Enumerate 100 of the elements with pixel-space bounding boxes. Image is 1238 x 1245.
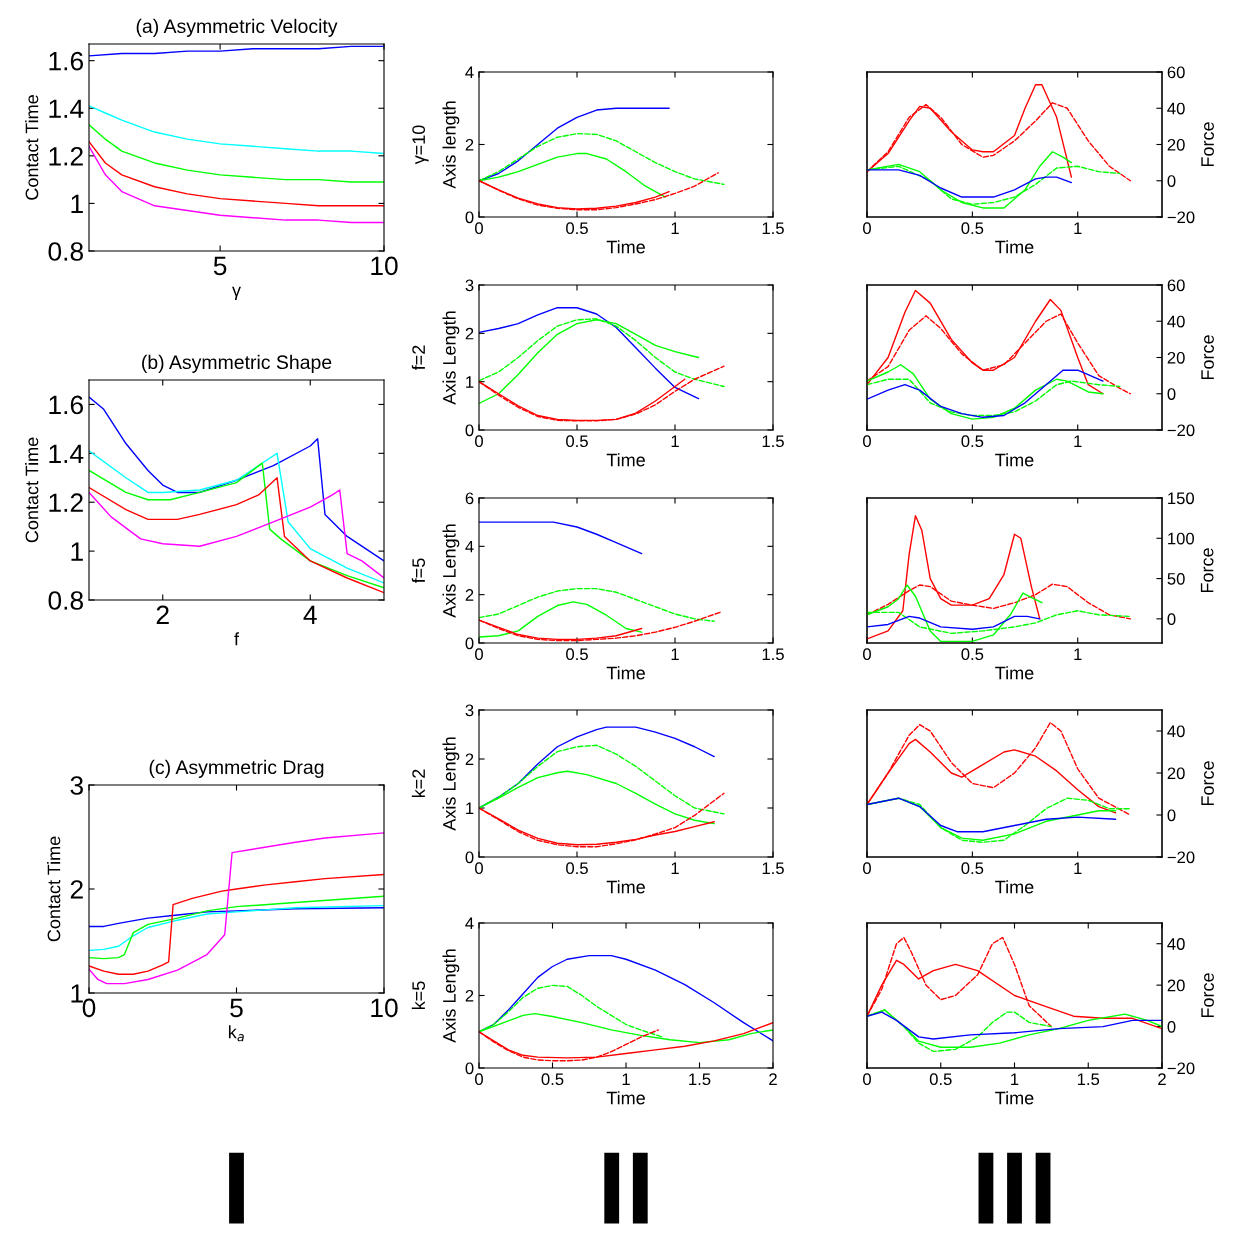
y2-tick-label: 150 <box>1168 492 1195 505</box>
y-tick-label: 4 <box>465 917 474 930</box>
chart-title: (a) Asymmetric Velocity <box>136 18 338 37</box>
y-tick-label: 2 <box>465 327 474 340</box>
y2-tick-label: 0 <box>1167 809 1176 822</box>
x-axis-title: Time <box>995 453 1034 467</box>
line-series <box>89 124 384 183</box>
y2-axis-title: Force <box>1201 122 1214 167</box>
text: III <box>978 1152 1051 1224</box>
x-tick-label: 2 <box>769 1073 777 1085</box>
y2-tick-label: −20 <box>1167 1062 1195 1075</box>
x-axis-title: Time <box>995 880 1034 894</box>
x-tick-label: 0.5 <box>961 435 984 448</box>
x-tick-label: 0 <box>863 862 871 875</box>
y-tick-label: 2 <box>465 989 474 1002</box>
y-tick-label: 4 <box>465 66 474 79</box>
x-tick-label: 10 <box>371 256 398 276</box>
x-tick-label: 1.5 <box>1077 1073 1100 1086</box>
y-axis-title: Axis Length <box>442 311 460 405</box>
x-tick-label: 1 <box>671 222 679 234</box>
x-tick-label: 1 <box>1011 1073 1019 1085</box>
line-series <box>89 904 384 952</box>
line-series <box>479 601 643 638</box>
y2-tick-label: 0 <box>1167 1020 1176 1033</box>
y-tick-label: 1.2 <box>49 146 83 166</box>
y-tick-label: 0 <box>465 1062 474 1075</box>
x-tick-label: 0.5 <box>566 648 588 661</box>
x-axis-title: f <box>234 632 240 646</box>
line-series <box>867 1011 1162 1040</box>
y-tick-label: 1 <box>71 194 83 213</box>
y-tick-label: 3 <box>70 776 83 795</box>
line-series <box>89 873 384 975</box>
x-tick-label: 1 <box>671 648 679 660</box>
y2-axis-title: Force <box>1201 761 1214 806</box>
x-axis-title: Time <box>606 666 645 680</box>
y-axis-title: Contact Time <box>47 836 61 942</box>
y-axis-title: Axis length <box>442 101 460 189</box>
y-tick-label: 1 <box>71 984 83 1003</box>
line-series <box>479 307 700 400</box>
line-series <box>89 477 384 594</box>
y2-tick-label: −20 <box>1167 424 1195 437</box>
y-tick-label: 2 <box>465 589 474 601</box>
y-tick-label: 1.6 <box>49 51 83 71</box>
y-tick-label: 0 <box>465 424 474 437</box>
x-tick-label: 1.5 <box>762 222 784 235</box>
x-tick-label: 0 <box>475 648 483 661</box>
x-axis-title: γ <box>232 286 241 301</box>
y2-tick-label: 40 <box>1167 938 1185 950</box>
x-tick-label: 5 <box>230 998 243 1018</box>
x-tick-label: 0.5 <box>566 222 588 235</box>
x-tick-label: 1 <box>671 862 679 874</box>
x-tick-label: 0 <box>475 1073 483 1086</box>
x-tick-label: 0.5 <box>541 1073 564 1086</box>
y-tick-label: 3 <box>465 704 474 717</box>
y-tick-label: 1.2 <box>49 493 83 512</box>
x-tick-label: 1 <box>1074 435 1082 447</box>
x-tick-label: 1 <box>1074 222 1082 234</box>
text: k=2 <box>411 769 425 798</box>
line-series <box>89 145 384 224</box>
x-axis-title: Time <box>606 453 645 467</box>
y2-tick-label: 40 <box>1167 315 1185 328</box>
line-series <box>479 521 643 555</box>
y-tick-label: 1.4 <box>49 444 84 463</box>
chart-title: (c) Asymmetric Drag <box>149 759 324 778</box>
line-series <box>89 489 384 579</box>
y2-tick-label: −20 <box>1167 211 1195 224</box>
y2-axis-title: Force <box>1200 548 1214 593</box>
x-tick-label: 0 <box>863 1073 871 1086</box>
y-axis-title: Axis Length <box>442 737 460 831</box>
text: f=5 <box>411 558 426 584</box>
y2-tick-label: 50 <box>1167 572 1185 585</box>
y2-axis-title: Force <box>1201 335 1214 380</box>
y-tick-label: 1 <box>71 542 83 561</box>
y-tick-label: 6 <box>465 492 474 505</box>
line-series <box>479 587 715 622</box>
text: I <box>229 1152 244 1224</box>
x-axis-title: Time <box>995 240 1034 254</box>
line-series <box>867 169 1073 198</box>
x-tick-label: 0 <box>475 222 483 235</box>
x-axis-title: Time <box>995 666 1034 680</box>
x-tick-label: 1 <box>1074 648 1082 660</box>
y-tick-label: 0.8 <box>48 591 83 610</box>
line-series <box>867 797 1117 833</box>
text: II <box>604 1152 648 1224</box>
y-tick-label: 1.6 <box>49 395 83 415</box>
y2-tick-label: 20 <box>1167 979 1185 992</box>
y-tick-label: 2 <box>465 753 474 766</box>
chart-title: (b) Asymmetric Shape <box>142 354 332 373</box>
x-tick-label: 1.5 <box>762 648 784 661</box>
x-axis-title: Time <box>606 240 645 254</box>
y-tick-label: 0.8 <box>48 242 83 261</box>
y-tick-label: 0 <box>465 211 474 224</box>
y2-tick-label: 20 <box>1167 138 1185 151</box>
x-tick-label: 1.5 <box>762 862 784 875</box>
x-tick-label: 1 <box>671 435 679 447</box>
x-tick-label: 1.5 <box>689 1073 711 1086</box>
y-tick-label: 2 <box>70 880 83 899</box>
y2-tick-label: −20 <box>1167 851 1195 864</box>
y-tick-label: 4 <box>465 540 474 553</box>
text: k=5 <box>411 981 426 1010</box>
